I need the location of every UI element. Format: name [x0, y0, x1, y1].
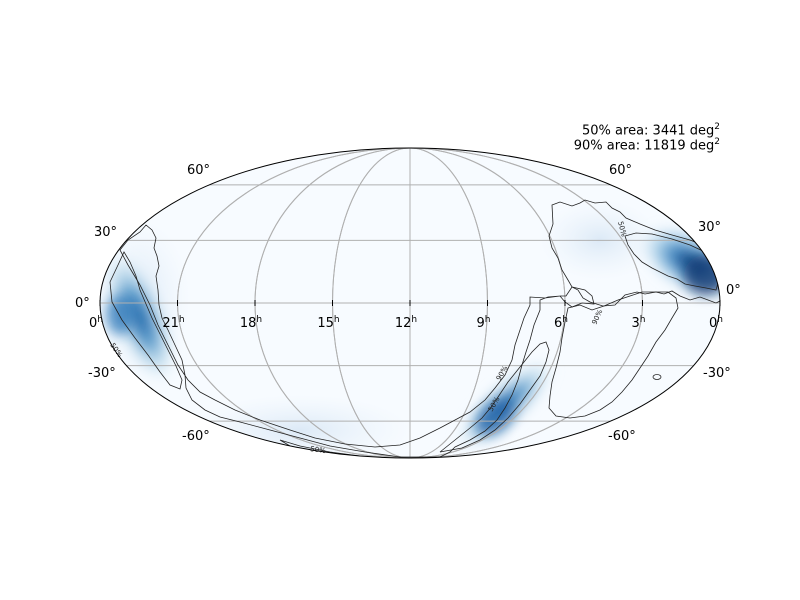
ra-hour-value: 21 [162, 316, 179, 331]
ra-label: 15h [317, 315, 339, 331]
contour-90-lower [548, 291, 679, 419]
lat-label-0-left: 0° [75, 296, 90, 311]
ra-hour-unit: h [485, 315, 491, 325]
ra-label: 0h [89, 315, 103, 331]
contour-label-50: 50% [310, 445, 327, 455]
ra-hour-value: 0 [709, 316, 717, 331]
ra-hour-unit: h [640, 315, 646, 325]
ra-hour-value: 0 [89, 316, 97, 331]
lat-label-30-right: 30° [698, 220, 721, 235]
lat-label-30-left: 30° [94, 225, 117, 240]
lat-label-neg30-left: -30° [88, 366, 116, 381]
lat-label-neg60-left: -60° [182, 429, 210, 444]
contour-50-bottom [439, 341, 550, 453]
ra-hour-value: 9 [477, 316, 485, 331]
probability-core-left [106, 295, 134, 335]
ra-label: 21h [162, 315, 184, 331]
ra-hour-unit: h [717, 315, 723, 325]
lat-label-0-right: 0° [726, 283, 741, 298]
ra-label: 9h [477, 315, 491, 331]
contour-label-50: 50% [616, 220, 628, 237]
contour-90-right [548, 199, 720, 307]
lat-label-60-right: 60° [609, 163, 632, 178]
latitude-labels: 60° 60° 30° 30° 0° 0° -30° -30° -60° -60… [75, 163, 741, 444]
ra-hour-unit: h [179, 315, 185, 325]
probability-map [100, 148, 720, 458]
ra-hour-unit: h [334, 315, 340, 325]
contour-50-right [624, 232, 720, 291]
ra-hour-unit: h [562, 315, 568, 325]
contour-50-left [109, 251, 183, 390]
area-50-unit: 2 [714, 122, 720, 132]
ra-hour-value: 12 [395, 316, 412, 331]
ra-hour-value: 3 [632, 316, 640, 331]
contour-90-left [119, 224, 595, 458]
right-ascension-labels: 0h 21h 18h 15h 12h 9h 6h 3h 0h [89, 300, 723, 331]
ra-hour-unit: h [256, 315, 262, 325]
area-50-text: 50% area: 3441 deg [582, 123, 715, 139]
ra-label: 3h [632, 315, 646, 331]
area-90-text: 90% area: 11819 deg [573, 138, 715, 154]
lat-label-60-left: 60° [187, 163, 210, 178]
area-90-label: 90% area: 11819 deg2 [574, 135, 720, 153]
ra-label: 0h [709, 315, 723, 331]
ra-hour-value: 6 [554, 316, 562, 331]
probability-peak-left [104, 252, 176, 384]
probability-core-right [684, 255, 720, 295]
ra-label: 6h [554, 315, 568, 331]
ra-hour-value: 15 [317, 316, 334, 331]
ra-hour-unit: h [97, 315, 103, 325]
ra-hour-value: 18 [240, 316, 257, 331]
lat-label-neg30-right: -30° [703, 366, 731, 381]
area-50-label: 50% area: 3441 deg2 [582, 120, 720, 138]
area-90-unit: 2 [714, 137, 720, 147]
ra-label: 18h [240, 315, 262, 331]
lat-label-neg60-right: -60° [608, 429, 636, 444]
ra-hour-unit: h [411, 315, 417, 325]
contour-island [652, 374, 662, 380]
ra-label: 12h [395, 315, 417, 331]
